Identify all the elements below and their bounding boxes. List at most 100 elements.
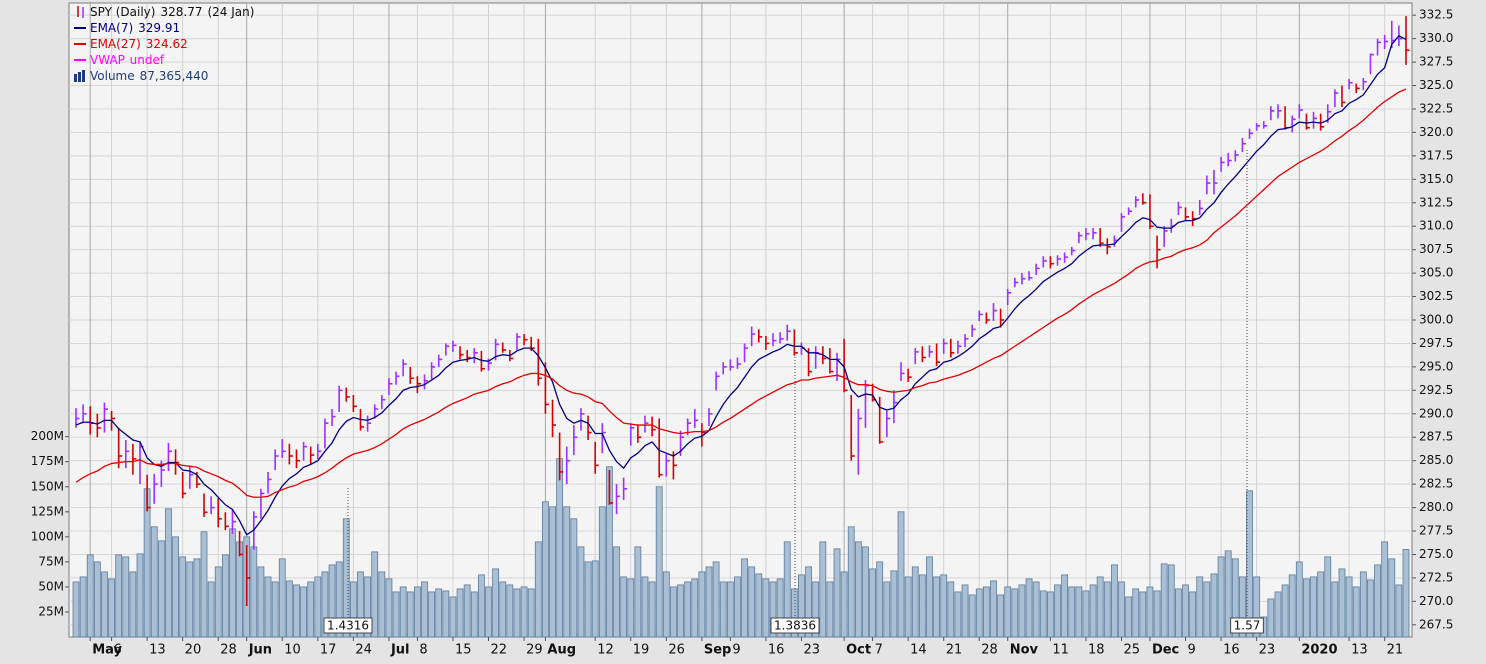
volume-bar xyxy=(179,556,187,638)
volume-bar xyxy=(506,584,514,638)
volume-bar xyxy=(1324,556,1332,638)
volume-bar xyxy=(719,581,727,638)
y-tick-label: 270.0 xyxy=(1419,594,1453,608)
volume-bar xyxy=(1160,563,1168,638)
y2-tick-label: 100M xyxy=(31,529,64,543)
volume-bar xyxy=(684,581,692,638)
y-tick-label: 295.0 xyxy=(1419,359,1453,373)
volume-bar xyxy=(129,571,137,638)
volume-bar xyxy=(1345,576,1353,638)
volume-bar xyxy=(1103,581,1111,638)
volume-bar xyxy=(1281,584,1289,638)
volume-bar xyxy=(207,581,215,638)
volume-bar xyxy=(456,588,464,638)
volume-bar xyxy=(150,526,158,638)
axes: 267.5 270.0 272.5 275.0 277.5 280.0 282.5 285.0… xyxy=(31,8,1454,658)
volume-bar xyxy=(954,591,962,638)
annotation-layer: 1.4316 1.3836 1.57 xyxy=(323,150,1264,634)
annotation-box xyxy=(323,617,373,634)
y-tick-label: 312.5 xyxy=(1419,195,1453,209)
legend-text: Volume xyxy=(90,69,135,83)
y-tick-label: 287.5 xyxy=(1419,430,1453,444)
volume-bar xyxy=(364,576,372,638)
legend: SPY (Daily) 328.77 (24 Jan) EMA(7) 329.91EMA… xyxy=(74,5,254,83)
y-tick-label: 272.5 xyxy=(1419,570,1453,584)
y-tick-label: 285.0 xyxy=(1419,453,1453,467)
volume-bar xyxy=(698,571,706,638)
volume-bar xyxy=(136,553,144,638)
volume-bar xyxy=(769,581,777,638)
y2-tick-label: 25M xyxy=(38,604,64,618)
volume-bar xyxy=(293,584,300,638)
y-tick-label: 275.0 xyxy=(1419,547,1453,561)
y-tick-label: 290.0 xyxy=(1419,406,1453,420)
x-tick-label: 21 xyxy=(1387,643,1404,658)
volume-bar xyxy=(961,584,969,638)
volume-bar xyxy=(478,574,485,638)
annotation-label: 1.57 xyxy=(1234,619,1261,633)
y-tick-label: 292.5 xyxy=(1419,383,1453,397)
x-tick-label: 11 xyxy=(1052,643,1069,658)
volume-bar xyxy=(1075,586,1083,638)
volume-bar xyxy=(264,576,272,638)
volume-bar xyxy=(1352,586,1360,638)
volume-bar xyxy=(776,578,784,638)
y-tick-label: 282.5 xyxy=(1419,477,1453,491)
volume-bar xyxy=(1125,596,1133,638)
volume-bar xyxy=(342,518,350,638)
x-tick-label: 13 xyxy=(149,643,166,658)
volume-bar xyxy=(904,576,912,638)
x-tick-label: 26 xyxy=(668,643,685,658)
volume-bar xyxy=(819,541,827,638)
x-tick-label: 16 xyxy=(1223,643,1240,658)
volume-bar xyxy=(1210,573,1218,638)
volume-bar xyxy=(997,594,1004,638)
volume-bar xyxy=(499,581,507,638)
legend-entry: EMA(7) 329.91 xyxy=(90,21,180,35)
volume-bar xyxy=(122,556,130,638)
volume-bar xyxy=(1367,579,1374,638)
volume-bar xyxy=(108,578,115,638)
volume-bar xyxy=(1224,550,1232,638)
volume-bar xyxy=(492,568,500,638)
volume-bar xyxy=(1032,581,1040,638)
volume-bar xyxy=(250,546,258,638)
volume-bar xyxy=(648,581,656,638)
volume-bar xyxy=(335,561,343,638)
x-tick-label: 12 xyxy=(597,643,614,658)
annotation-box xyxy=(770,617,820,634)
volume-bar xyxy=(641,576,649,638)
volume-bar xyxy=(157,540,165,638)
volume-bar xyxy=(357,571,364,638)
volume-bar xyxy=(542,501,549,638)
volume-bar xyxy=(897,511,905,638)
volume-bar xyxy=(840,571,848,638)
volume-bar xyxy=(449,596,457,638)
x-tick-label: Oct xyxy=(846,643,871,658)
legend-text: EMA(7) xyxy=(90,21,133,35)
volume-bar xyxy=(1118,581,1125,638)
volume-bar xyxy=(783,541,791,638)
x-tick-label: 22 xyxy=(491,643,508,658)
indicator-line xyxy=(75,35,1407,536)
volume-bar xyxy=(385,578,393,638)
x-tick-label: 25 xyxy=(1124,643,1141,658)
x-tick-label: 24 xyxy=(355,643,372,658)
volume-bar xyxy=(1175,588,1182,638)
legend-text: 328.77 xyxy=(160,5,202,19)
volume-bar xyxy=(1167,564,1175,638)
volume-bar xyxy=(1189,591,1197,638)
x-tick-label: 15 xyxy=(455,643,472,658)
legend-entry: SPY (Daily) 328.77 (24 Jan) xyxy=(90,5,254,19)
volume-bar xyxy=(392,591,400,638)
volume-bar xyxy=(890,570,898,638)
volume-bar xyxy=(371,551,379,638)
volume-bar xyxy=(1132,588,1140,638)
volume-bar xyxy=(1146,586,1154,638)
y-tick-label: 310.0 xyxy=(1419,219,1453,233)
legend-text: VWAP xyxy=(90,53,125,67)
volume-bar xyxy=(1246,490,1253,638)
volume-bar xyxy=(1331,581,1339,638)
